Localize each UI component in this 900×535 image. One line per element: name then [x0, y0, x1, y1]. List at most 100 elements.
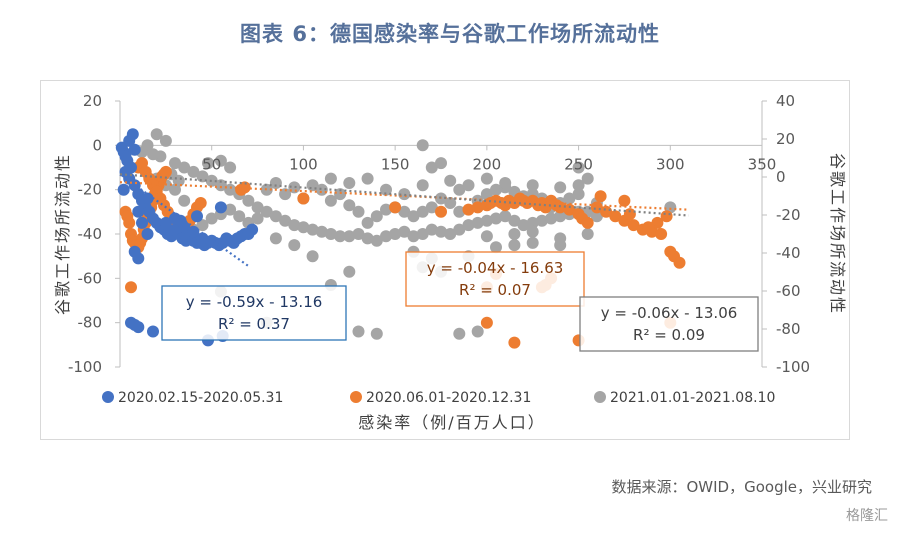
legend-label: 2020.06.01-2020.12.31 [366, 390, 531, 406]
data-point [389, 228, 402, 240]
y-tick-label-left: -20 [78, 181, 103, 199]
data-point [288, 219, 301, 232]
data-point [334, 188, 347, 201]
data-point [136, 216, 148, 229]
data-point [242, 194, 255, 207]
data-point [389, 201, 402, 214]
data-point [380, 230, 392, 243]
data-point [147, 148, 159, 161]
data-point [545, 212, 558, 225]
data-point [187, 225, 200, 238]
data-point [279, 214, 292, 227]
y-tick-label-right: 40 [776, 92, 795, 110]
data-point [150, 128, 163, 141]
data-point [416, 139, 429, 152]
data-point [126, 128, 139, 141]
data-point [324, 194, 337, 207]
data-point [526, 236, 539, 249]
data-point [554, 181, 567, 194]
data-point [178, 194, 191, 207]
data-point [196, 232, 209, 245]
data-point [352, 205, 365, 218]
equation-box [161, 285, 347, 341]
equation-boxes-layer: y = -0.59x - 13.16 R² = 0.37 y = -0.04x - … [161, 251, 759, 352]
data-point [416, 228, 429, 240]
data-point [508, 239, 521, 252]
data-point [563, 203, 576, 216]
r-squared-text: R² = 0.37 [218, 315, 290, 333]
data-point [370, 234, 383, 247]
y-tick-label-left: -100 [68, 358, 102, 376]
data-point [673, 256, 686, 269]
data-point [581, 216, 594, 229]
y-tick-label-right: -80 [776, 320, 801, 338]
data-point [361, 172, 374, 185]
legend-marker [102, 391, 114, 403]
data-point [480, 172, 493, 185]
data-point [398, 188, 411, 201]
labels-layer: 50 100 150 200 250 300 350200-20-40-60-80-1004… [53, 92, 847, 432]
data-point [508, 336, 521, 349]
y-tick-label-right: -20 [776, 206, 801, 224]
data-point [202, 157, 214, 170]
data-point [159, 134, 172, 147]
data-point [453, 327, 466, 340]
y-tick-label-right: -40 [776, 244, 801, 262]
data-point [352, 325, 365, 338]
y-axis-title-left: 谷歌工作场所流动性 [53, 153, 72, 315]
data-point [651, 216, 664, 229]
legend-marker [594, 391, 606, 403]
data-point [251, 201, 264, 214]
data-point [343, 177, 356, 189]
data-point [169, 157, 181, 170]
data-point [572, 179, 585, 192]
data-point [444, 197, 457, 209]
data-point [572, 188, 585, 201]
y-tick-label-right: 0 [776, 168, 786, 186]
x-tick-label: 200 [473, 155, 502, 173]
data-point [416, 205, 429, 218]
data-point [398, 205, 411, 218]
data-point [159, 216, 172, 229]
data-point [269, 210, 282, 223]
data-point [260, 205, 273, 218]
data-point [471, 325, 484, 338]
data-point [214, 154, 227, 167]
data-point [435, 205, 447, 218]
data-point [141, 228, 154, 240]
data-point [370, 210, 383, 223]
data-point [132, 205, 145, 218]
data-point [251, 212, 264, 225]
data-point [128, 143, 141, 156]
data-point [123, 216, 136, 229]
data-point [444, 174, 457, 187]
data-point [435, 157, 447, 170]
data-point [125, 281, 137, 294]
legend-layer: 2020.02.15-2020.05.31 2020.06.01-2020.12.… [102, 390, 775, 406]
data-point [279, 188, 292, 201]
equation-box [405, 251, 585, 307]
y-tick-label-left: -40 [78, 225, 103, 243]
data-point [246, 223, 259, 236]
x-tick-label: 100 [289, 155, 318, 173]
data-point [407, 210, 420, 223]
data-point [324, 172, 337, 185]
trendline [119, 173, 689, 217]
data-point [425, 223, 438, 236]
data-point [508, 214, 521, 227]
data-point [471, 216, 484, 229]
data-point [224, 161, 237, 174]
r-squared-text: R² = 0.07 [459, 281, 531, 299]
data-point [618, 194, 631, 207]
data-point [233, 210, 246, 223]
x-tick-label: 250 [564, 155, 593, 173]
data-point [334, 230, 347, 243]
data-point [508, 228, 521, 240]
data-point [499, 177, 512, 189]
data-point [554, 201, 567, 214]
data-point [480, 230, 493, 243]
data-point [416, 179, 429, 192]
data-point [297, 192, 310, 205]
legend-label: 2021.01.01-2021.08.10 [610, 390, 775, 406]
data-point [655, 228, 668, 240]
